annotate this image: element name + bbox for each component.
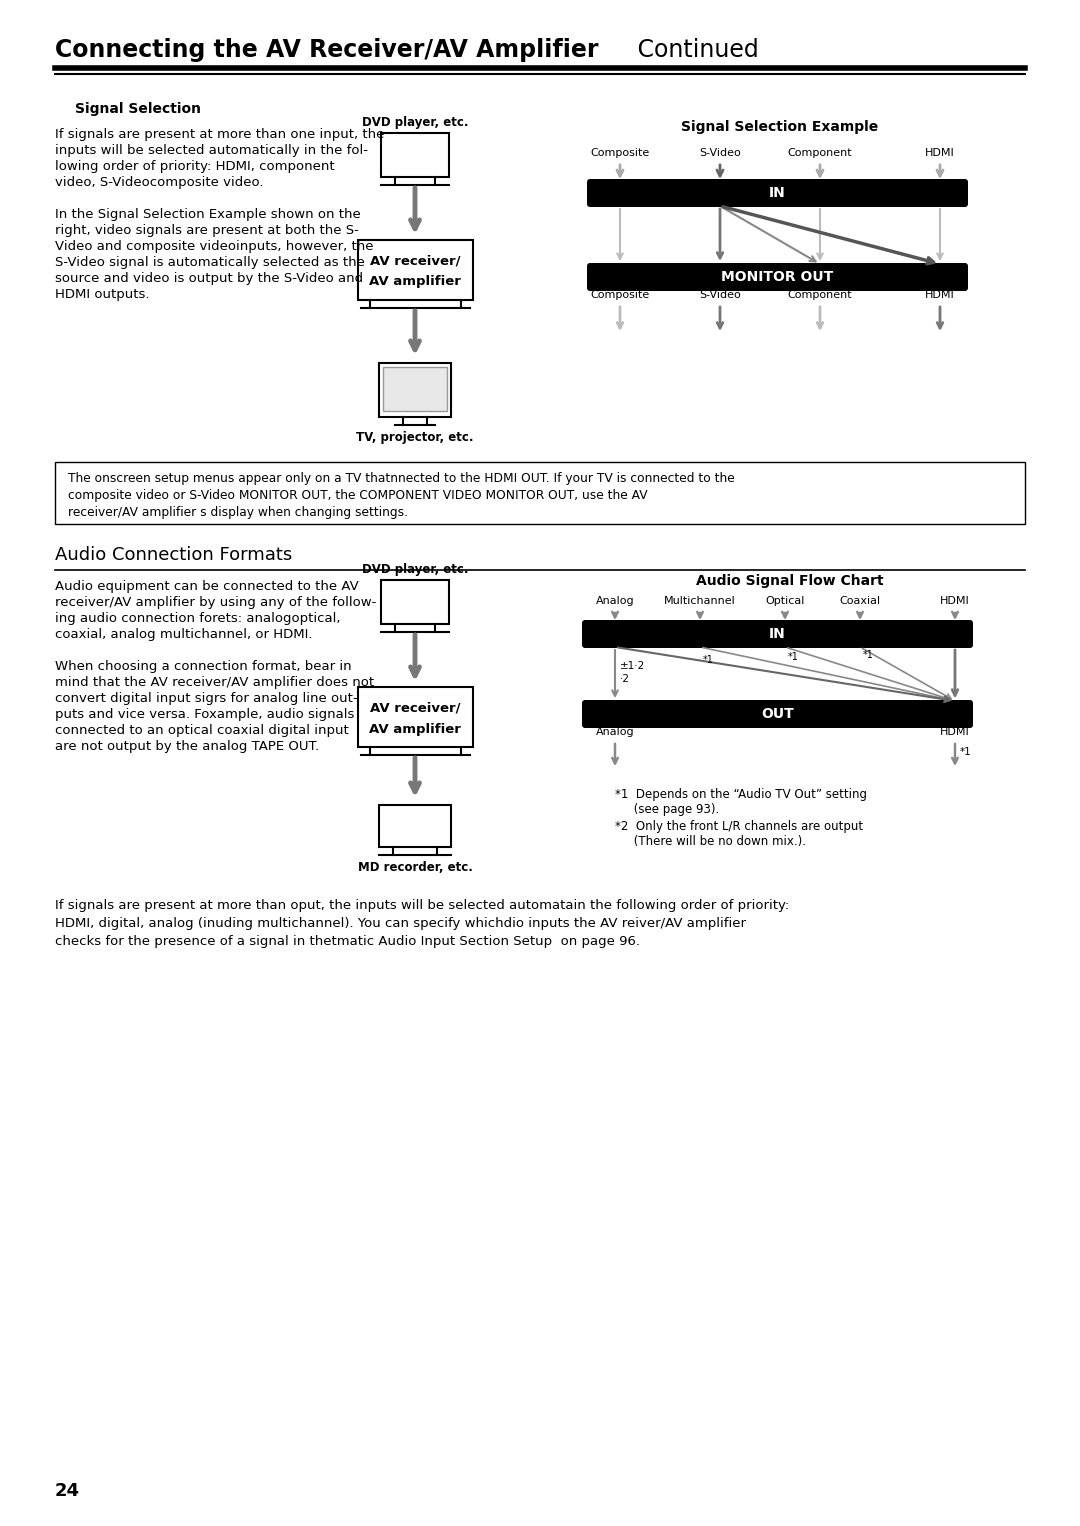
Text: IN: IN — [769, 186, 786, 200]
Text: coaxial, analog multichannel, or HDMI.: coaxial, analog multichannel, or HDMI. — [55, 629, 312, 641]
Text: HDMI, digital, analog (inuding multichannel). You can specify whichdio inputs th: HDMI, digital, analog (inuding multichan… — [55, 917, 746, 929]
Text: If signals are present at more than oput, the inputs will be selected automatain: If signals are present at more than oput… — [55, 899, 789, 913]
Text: receiver/AV amplifier by using any of the follow-: receiver/AV amplifier by using any of th… — [55, 597, 376, 609]
Text: MD recorder, etc.: MD recorder, etc. — [357, 861, 472, 874]
Text: inputs will be selected automatically in the fol-: inputs will be selected automatically in… — [55, 143, 368, 157]
Text: AV amplifier: AV amplifier — [369, 722, 461, 736]
Text: Component: Component — [787, 290, 852, 301]
Text: mind that the AV receiver/AV amplifier does not: mind that the AV receiver/AV amplifier d… — [55, 676, 374, 690]
Text: are not output by the analog TAPE OUT.: are not output by the analog TAPE OUT. — [55, 740, 319, 752]
Text: Video and composite videoinputs, however, the: Video and composite videoinputs, however… — [55, 240, 374, 253]
Text: lowing order of priority: HDMI, component: lowing order of priority: HDMI, componen… — [55, 160, 335, 172]
FancyBboxPatch shape — [582, 700, 973, 728]
Text: connected to an optical coaxial digital input: connected to an optical coaxial digital … — [55, 723, 349, 737]
Text: 24: 24 — [55, 1482, 80, 1500]
Text: ·2: ·2 — [620, 674, 630, 684]
Text: right, video signals are present at both the S-: right, video signals are present at both… — [55, 224, 359, 237]
Text: The onscreen setup menus appear only on a TV thatnnected to the HDMI OUT. If you: The onscreen setup menus appear only on … — [68, 472, 734, 485]
Text: *1: *1 — [788, 652, 799, 662]
Text: DVD player, etc.: DVD player, etc. — [362, 116, 469, 130]
Text: AV receiver/: AV receiver/ — [369, 702, 460, 714]
Text: Analog: Analog — [596, 726, 634, 737]
Text: OUT: OUT — [761, 707, 794, 720]
Text: When choosing a connection format, bear in: When choosing a connection format, bear … — [55, 661, 352, 673]
Text: Composite: Composite — [591, 148, 650, 159]
FancyBboxPatch shape — [357, 687, 473, 748]
FancyBboxPatch shape — [588, 179, 968, 208]
Text: Connecting the AV Receiver/AV Amplifier: Connecting the AV Receiver/AV Amplifier — [55, 38, 598, 63]
Text: (see page 93).: (see page 93). — [615, 803, 719, 816]
Text: ing audio connection forets: analogoptical,: ing audio connection forets: analogoptic… — [55, 612, 340, 626]
Text: receiver/AV amplifier s display when changing settings.: receiver/AV amplifier s display when cha… — [68, 507, 408, 519]
Text: Signal Selection: Signal Selection — [75, 102, 201, 116]
Text: (There will be no down mix.).: (There will be no down mix.). — [615, 835, 806, 848]
Text: HDMI: HDMI — [926, 148, 955, 159]
FancyBboxPatch shape — [588, 262, 968, 291]
Text: Multichannel: Multichannel — [664, 597, 735, 606]
Text: video, S-Videocomposite video.: video, S-Videocomposite video. — [55, 175, 264, 189]
Text: HDMI: HDMI — [926, 290, 955, 301]
Text: AV receiver/: AV receiver/ — [369, 255, 460, 267]
Text: convert digital input sigrs for analog line out-: convert digital input sigrs for analog l… — [55, 691, 357, 705]
FancyBboxPatch shape — [55, 462, 1025, 523]
Text: TV, projector, etc.: TV, projector, etc. — [356, 430, 474, 444]
Text: Coaxial: Coaxial — [839, 597, 880, 606]
FancyBboxPatch shape — [582, 620, 973, 649]
Text: composite video or S-Video MONITOR OUT, the COMPONENT VIDEO MONITOR OUT, use the: composite video or S-Video MONITOR OUT, … — [68, 488, 648, 502]
Text: *2  Only the front L/R channels are output: *2 Only the front L/R channels are outpu… — [615, 819, 863, 833]
Text: HDMI: HDMI — [940, 597, 970, 606]
Text: puts and vice versa. Foxample, audio signals: puts and vice versa. Foxample, audio sig… — [55, 708, 354, 720]
FancyBboxPatch shape — [379, 806, 451, 847]
Text: Optical: Optical — [766, 597, 805, 606]
Text: *1: *1 — [960, 748, 972, 757]
Text: *1: *1 — [703, 655, 714, 665]
Text: DVD player, etc.: DVD player, etc. — [362, 563, 469, 575]
Text: If signals are present at more than one input, the: If signals are present at more than one … — [55, 128, 384, 140]
Text: MONITOR OUT: MONITOR OUT — [721, 270, 834, 284]
Text: S-Video: S-Video — [699, 290, 741, 301]
Text: Signal Selection Example: Signal Selection Example — [681, 121, 879, 134]
Text: *1  Depends on the “Audio TV Out” setting: *1 Depends on the “Audio TV Out” setting — [615, 787, 867, 801]
Text: HDMI: HDMI — [940, 726, 970, 737]
Text: source and video is output by the S-Video and: source and video is output by the S-Vide… — [55, 272, 363, 285]
Text: S-Video: S-Video — [699, 148, 741, 159]
FancyBboxPatch shape — [383, 366, 447, 410]
FancyBboxPatch shape — [381, 133, 449, 177]
Text: Continued: Continued — [630, 38, 759, 63]
Text: *1: *1 — [863, 650, 874, 661]
Text: Component: Component — [787, 148, 852, 159]
FancyBboxPatch shape — [357, 240, 473, 301]
Text: S-Video signal is automatically selected as the: S-Video signal is automatically selected… — [55, 256, 365, 269]
FancyBboxPatch shape — [379, 363, 451, 417]
FancyBboxPatch shape — [381, 580, 449, 624]
Text: Composite: Composite — [591, 290, 650, 301]
Text: In the Signal Selection Example shown on the: In the Signal Selection Example shown on… — [55, 208, 361, 221]
Text: Audio Connection Formats: Audio Connection Formats — [55, 546, 293, 565]
Text: Analog: Analog — [596, 597, 634, 606]
Text: checks for the presence of a signal in thetmatic Audio Input Section Setup  on p: checks for the presence of a signal in t… — [55, 935, 640, 948]
Text: IN: IN — [769, 627, 786, 641]
Text: AV amplifier: AV amplifier — [369, 276, 461, 288]
Text: HDMI outputs.: HDMI outputs. — [55, 288, 149, 301]
Text: ±1·2: ±1·2 — [620, 661, 645, 671]
Text: Audio Signal Flow Chart: Audio Signal Flow Chart — [697, 574, 883, 588]
Text: Audio equipment can be connected to the AV: Audio equipment can be connected to the … — [55, 580, 359, 594]
